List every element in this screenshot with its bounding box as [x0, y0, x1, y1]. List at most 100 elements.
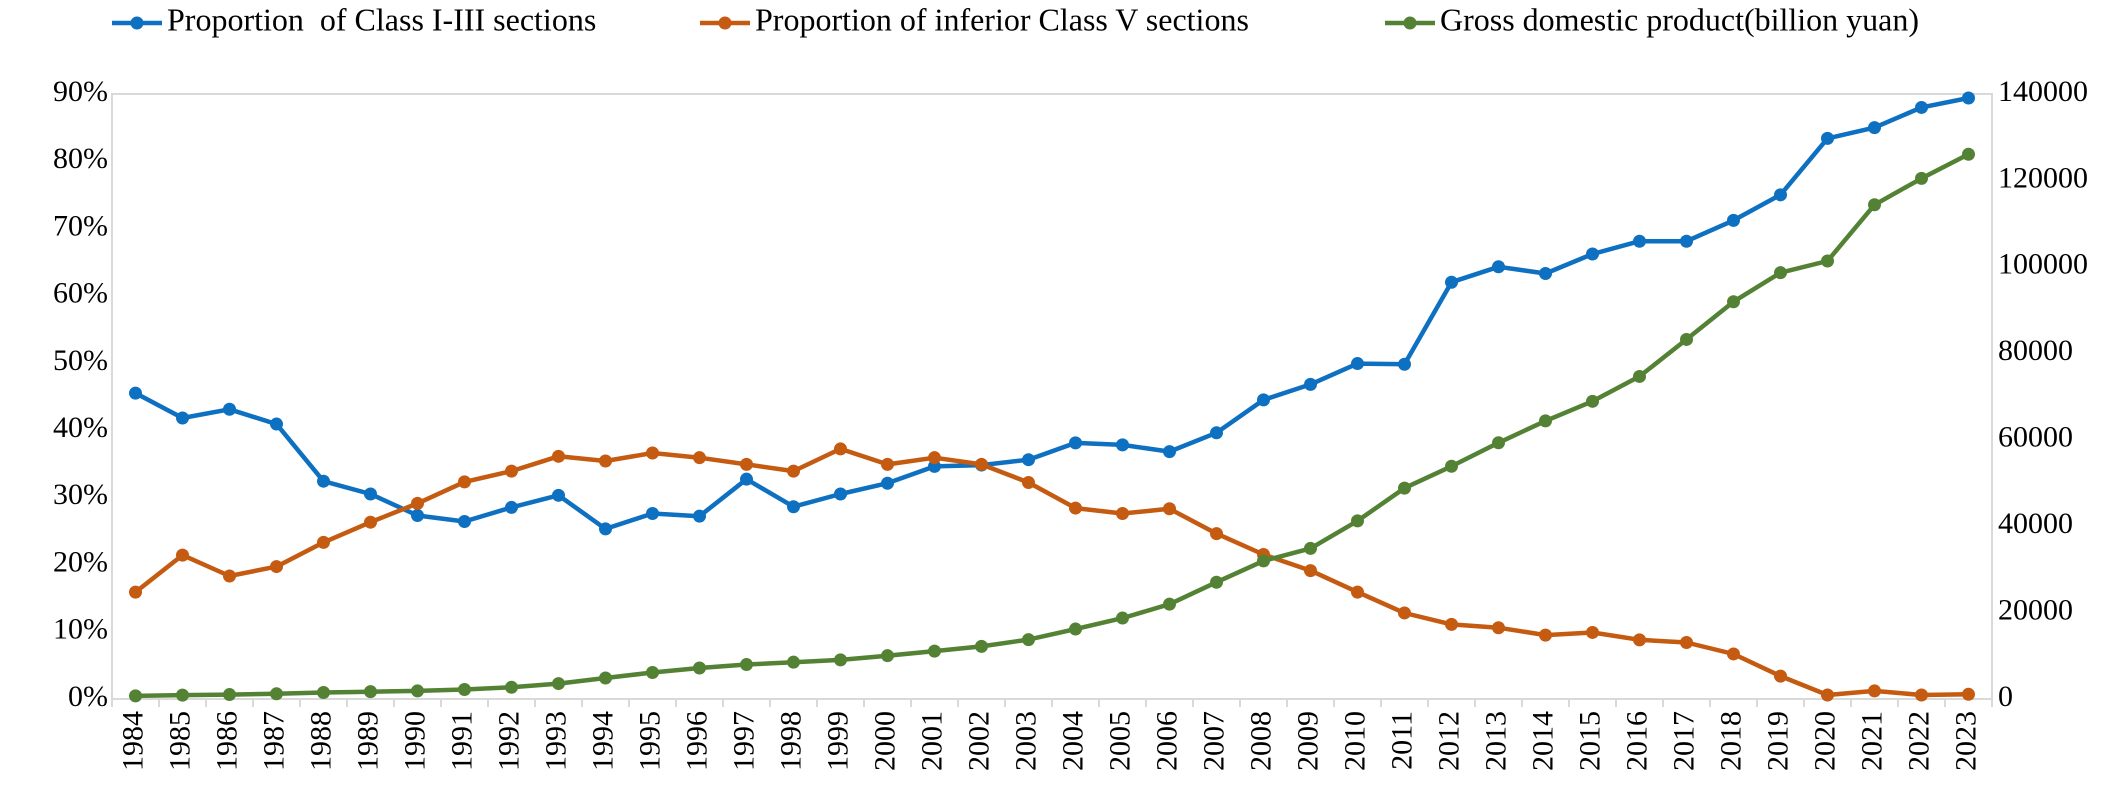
- x-axis-tick-label: 2016: [1620, 711, 1653, 771]
- x-axis-tick-label: 1996: [680, 711, 713, 771]
- data-point: [881, 476, 894, 490]
- left-axis-tick-label: 60%: [53, 277, 108, 310]
- data-point: [129, 386, 142, 400]
- data-point: [1633, 234, 1646, 248]
- x-axis-tick-label: 2017: [1667, 711, 1700, 771]
- data-point: [129, 585, 142, 599]
- x-axis-tick-label: 2006: [1150, 711, 1183, 771]
- data-point: [1351, 585, 1364, 599]
- data-point: [1962, 91, 1975, 105]
- data-point: [1774, 266, 1787, 280]
- right-axis-tick-label: 80000: [1998, 334, 2073, 367]
- data-point: [223, 688, 236, 702]
- data-point: [1680, 234, 1693, 248]
- x-axis-tick-label: 2014: [1526, 711, 1559, 771]
- data-point: [223, 402, 236, 416]
- data-point: [176, 411, 189, 425]
- x-axis-tick-label: 1997: [727, 711, 760, 771]
- data-point: [505, 464, 518, 478]
- x-axis-tick-label: 2008: [1244, 711, 1277, 771]
- x-axis-tick-label: 2009: [1291, 711, 1324, 771]
- x-axis-tick-label: 1992: [492, 711, 525, 771]
- legend-item: Proportion of Class I-III sections: [112, 1, 596, 37]
- data-point: [928, 451, 941, 465]
- series-layer: [129, 91, 1975, 703]
- x-axis-tick-label: 2013: [1479, 711, 1512, 771]
- data-point: [1727, 295, 1740, 309]
- x-axis-tick-label: 2018: [1714, 711, 1747, 771]
- data-point: [1351, 514, 1364, 528]
- data-point: [1821, 688, 1834, 702]
- data-point: [1774, 669, 1787, 683]
- data-point: [1445, 459, 1458, 473]
- legend-dot-marker: [130, 16, 144, 30]
- data-point: [1257, 393, 1270, 407]
- data-point: [740, 658, 753, 672]
- data-point: [1586, 625, 1599, 639]
- right-axis-tick-label: 120000: [1998, 161, 2088, 194]
- data-point: [1539, 628, 1552, 642]
- right-axis-tick-label: 140000: [1998, 75, 2088, 108]
- data-point: [599, 522, 612, 536]
- right-axis-tick-label: 20000: [1998, 593, 2073, 626]
- data-point: [1962, 687, 1975, 701]
- data-point: [975, 639, 988, 653]
- x-axis-tick-label: 2000: [868, 711, 901, 771]
- plot-area-border: [111, 93, 1993, 700]
- data-point: [1915, 688, 1928, 702]
- x-axis-tick-label: 1989: [351, 711, 384, 771]
- x-axis-tick-label: 2015: [1573, 711, 1606, 771]
- data-point: [1680, 636, 1693, 650]
- data-point: [1915, 171, 1928, 185]
- data-point: [1633, 369, 1646, 383]
- data-point: [1398, 357, 1411, 371]
- data-point: [740, 457, 753, 471]
- left-axis-tick-label: 40%: [53, 411, 108, 444]
- left-axis-tick-label: 70%: [53, 209, 108, 242]
- data-point: [1821, 131, 1834, 145]
- data-point: [176, 688, 189, 702]
- legend-label: Proportion of inferior Class V sections: [755, 1, 1249, 37]
- data-point: [1821, 254, 1834, 268]
- x-axis-tick-label: 2010: [1338, 711, 1371, 771]
- data-point: [317, 685, 330, 699]
- data-point: [364, 515, 377, 529]
- right-axis-tick-label: 40000: [1998, 507, 2073, 540]
- data-point: [1868, 121, 1881, 135]
- data-point: [693, 509, 706, 523]
- x-axis-tick-label: 2022: [1902, 711, 1935, 771]
- legend-dot-marker: [718, 16, 732, 30]
- x-axis-tick-label: 1994: [586, 711, 619, 771]
- data-point: [1398, 481, 1411, 495]
- data-point: [505, 500, 518, 514]
- data-point: [599, 454, 612, 468]
- x-axis-tick-label: 2002: [962, 711, 995, 771]
- data-point: [1304, 541, 1317, 555]
- data-point: [1163, 597, 1176, 611]
- data-point: [411, 496, 424, 510]
- data-point: [1069, 436, 1082, 450]
- data-point: [364, 685, 377, 699]
- series-line: [134, 446, 1969, 698]
- data-point: [646, 506, 659, 520]
- left-y-axis: 0% 10% 20% 30% 40% 50% 60% 70% 80% 90%: [53, 75, 108, 713]
- data-point: [834, 487, 847, 501]
- x-axis-tick-label: 2019: [1761, 711, 1794, 771]
- data-point: [317, 474, 330, 488]
- data-point: [1539, 414, 1552, 428]
- data-point: [975, 457, 988, 471]
- data-point: [1210, 426, 1223, 440]
- data-point: [1022, 453, 1035, 467]
- data-point: [1116, 506, 1129, 520]
- right-y-axis: 0 20000 40000 60000 80000 100000 120000 140000: [1998, 75, 2088, 713]
- data-point: [552, 488, 565, 502]
- data-point: [1727, 213, 1740, 227]
- data-point: [270, 687, 283, 701]
- right-axis-tick-label: 100000: [1998, 248, 2088, 281]
- x-axis-tick-label: 1984: [116, 711, 149, 771]
- x-axis-tick-label: 2005: [1103, 711, 1136, 771]
- data-point: [411, 508, 424, 522]
- x-axis-tick-label: 1988: [304, 711, 337, 771]
- x-axis-tick-label: 1986: [210, 711, 243, 771]
